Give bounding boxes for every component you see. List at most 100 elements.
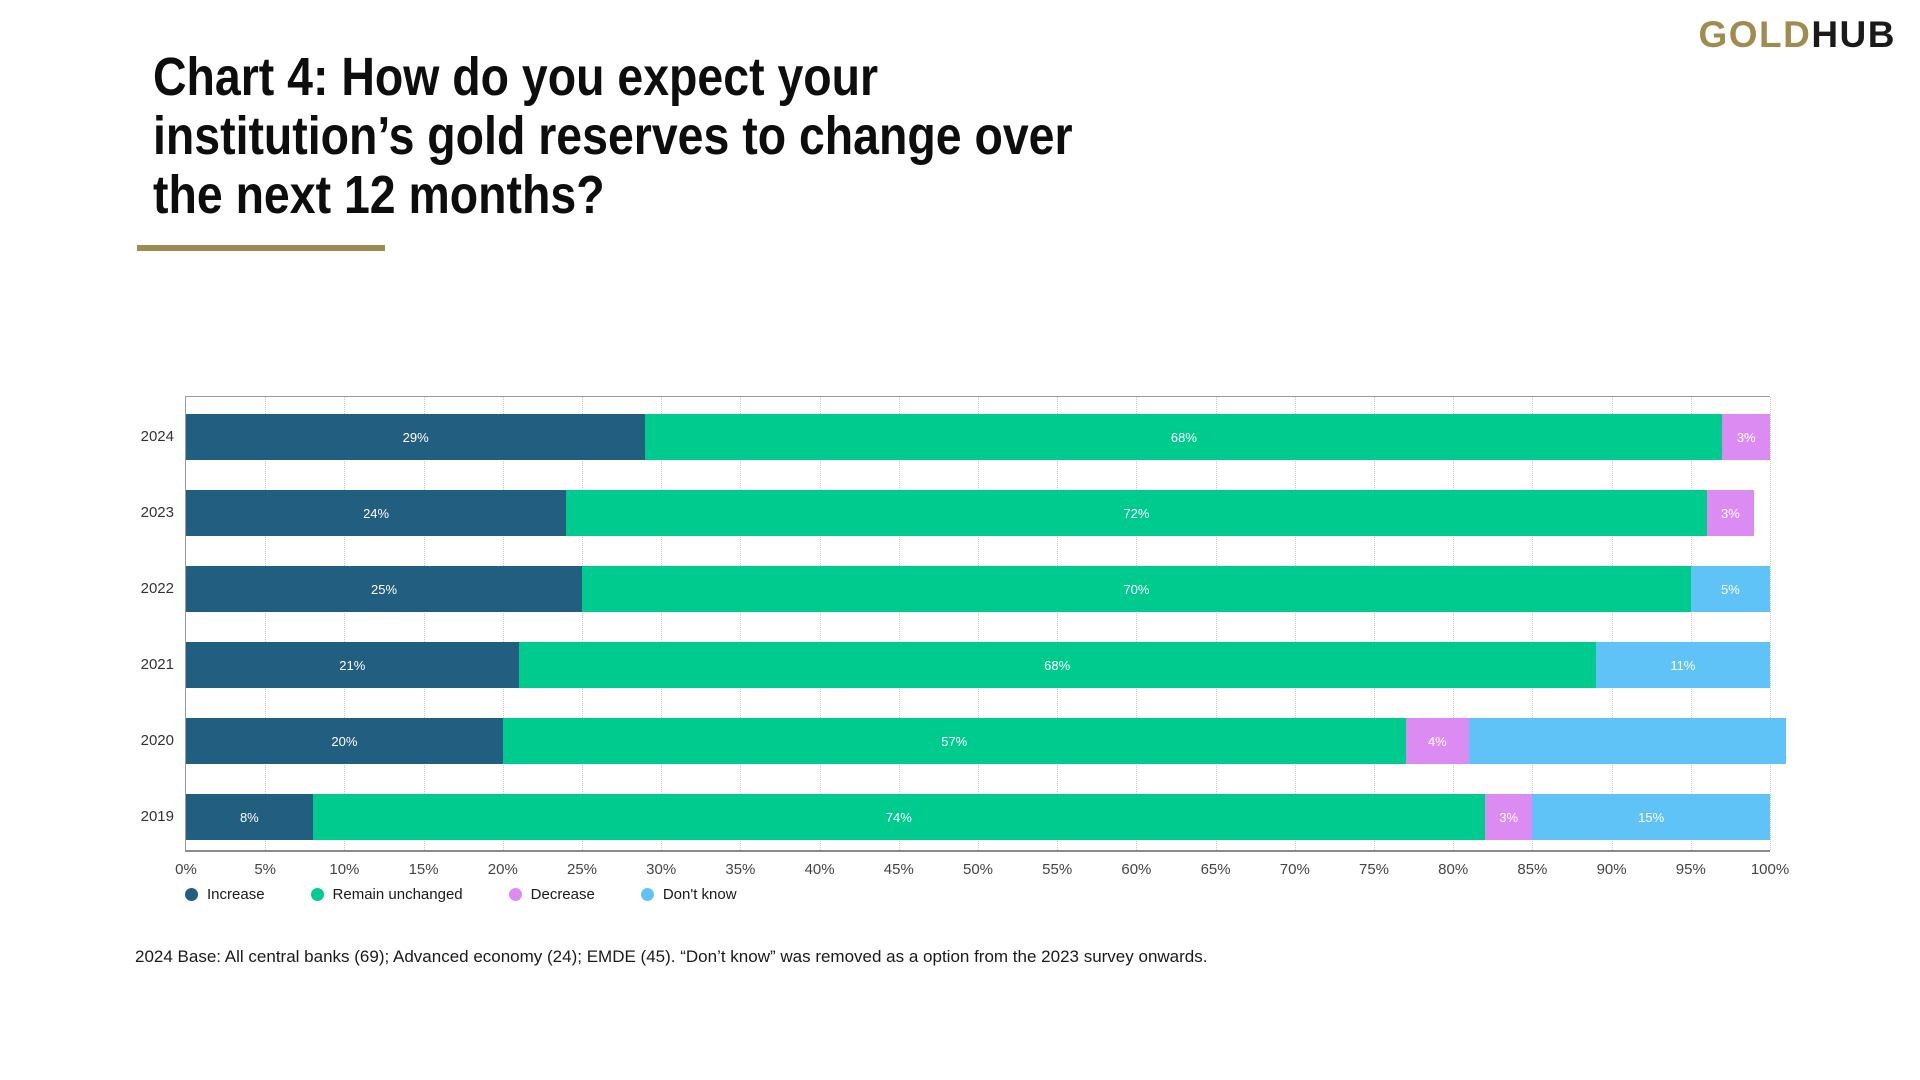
x-axis-tick: 90% (1596, 861, 1627, 878)
x-axis-tick: 35% (725, 861, 756, 878)
bar-segment-remain-unchanged[interactable]: 68% (645, 414, 1723, 460)
x-axis-tick: 5% (254, 861, 277, 878)
gridline (740, 397, 742, 850)
bar-segment-don-t-know[interactable]: 11% (1595, 642, 1770, 688)
x-axis-tick: 80% (1438, 861, 1469, 878)
bar-segment-increase[interactable]: 25% (186, 566, 582, 612)
gridline (344, 397, 346, 850)
legend-label: Increase (207, 886, 265, 903)
bar-value-label: 68% (1044, 657, 1071, 673)
bar-row-2024: 2024 29% 68% 3% (141, 414, 1770, 460)
goldhub-logo-gold: GOLD (1698, 14, 1812, 55)
x-axis-tick: 70% (1279, 861, 1310, 878)
bar-value-label: 25% (370, 581, 398, 597)
gridline (1453, 397, 1455, 850)
goldhub-logo-hub: HUB (1811, 14, 1896, 55)
chart-title: Chart 4: How do you expect your institut… (153, 47, 1073, 225)
x-axis-tick: 15% (408, 861, 439, 878)
y-axis-label-2024: 2024 (140, 428, 174, 445)
legend-item-don-t-know[interactable]: Don't know (640, 886, 737, 903)
bar-segment-increase[interactable]: 8% (186, 794, 313, 840)
bar-value-label: 11% (1670, 657, 1696, 673)
x-axis-tick: 0% (175, 861, 197, 878)
chart-footnote: 2024 Base: All central banks (69); Advan… (135, 947, 1208, 966)
title-underline (137, 245, 385, 251)
gridline (423, 397, 425, 850)
y-axis-label-2021: 2021 (140, 656, 174, 673)
legend-item-remain-unchanged[interactable]: Remain unchanged (310, 886, 463, 903)
x-axis-tick: 50% (962, 861, 994, 878)
bar-value-label: 68% (1170, 429, 1197, 445)
legend-dot-icon (640, 888, 654, 901)
bar-value-label: 4% (1427, 733, 1447, 749)
bar-segment-remain-unchanged[interactable]: 72% (566, 490, 1707, 536)
gridline (978, 397, 979, 850)
x-axis-tick: 55% (1042, 861, 1073, 878)
bar-value-label: 57% (941, 733, 968, 749)
legend-dot-icon (508, 888, 522, 901)
bar-row-2019: 2019 8% 74% 3% 15% (141, 794, 1770, 840)
bar-value-label: 3% (1720, 505, 1740, 521)
bar-segment-decrease[interactable]: 4% (1405, 718, 1470, 764)
bar-segment-remain-unchanged[interactable]: 74% (312, 794, 1485, 840)
bar-segment-increase[interactable]: 29% (186, 414, 646, 460)
gridline (898, 397, 900, 850)
gridline (1374, 397, 1375, 850)
chart-title-line-1: Chart 4: How do you expect your (153, 47, 879, 107)
bar-value-label: 5% (1720, 581, 1740, 597)
bar-segment-decrease[interactable]: 3% (1706, 490, 1755, 536)
gridline (1294, 397, 1296, 850)
x-axis-tick: 85% (1517, 861, 1548, 878)
gridline (819, 397, 821, 850)
x-axis-tick: 30% (646, 861, 677, 878)
x-axis-tick: 45% (883, 861, 914, 878)
gridline (1690, 397, 1692, 850)
bar-segment-increase[interactable]: 24% (186, 490, 567, 536)
x-axis-tick: 65% (1200, 861, 1231, 878)
gridline (1770, 397, 1771, 850)
y-axis-label-2023: 2023 (140, 504, 174, 521)
bar-value-label: 70% (1123, 581, 1150, 597)
bar-segment-decrease[interactable]: 3% (1722, 414, 1770, 460)
x-axis-tick: 60% (1121, 861, 1152, 878)
bar-segment-remain-unchanged[interactable]: 57% (502, 718, 1406, 764)
bar-row-2021: 2021 21% 68% 11% (141, 642, 1770, 688)
bar-segment-increase[interactable]: 20% (186, 718, 503, 764)
bar-segment-increase[interactable]: 21% (186, 642, 519, 688)
bar-segment-decrease[interactable]: 3% (1484, 794, 1533, 840)
x-axis-tick: 100% (1750, 861, 1790, 878)
x-axis-tick: 75% (1358, 861, 1390, 878)
gridline (1611, 397, 1613, 850)
stacked-bar-chart-plot-area: 2024 29% 68% 3% 2023 24% 72% 3% 2022 25% 70% 5% 2021… (141, 396, 1789, 878)
legend-item-decrease[interactable]: Decrease (508, 886, 595, 903)
bar-segment-remain-unchanged[interactable]: 70% (582, 566, 1691, 612)
bar-value-label: 3% (1736, 429, 1756, 445)
bar-value-label: 21% (339, 657, 366, 673)
y-axis-label-2019: 2019 (140, 808, 174, 825)
bar-value-label: 20% (331, 733, 358, 749)
x-axis-tick: 25% (566, 861, 598, 878)
bar-segment-don-t-know[interactable]: 5% (1690, 566, 1770, 612)
bar-row-2022: 2022 25% 70% 5% (141, 566, 1770, 612)
gridline (1532, 397, 1534, 850)
legend-dot-icon (185, 888, 198, 901)
chart-title-line-3: the next 12 months? (153, 165, 605, 225)
bar-segment-don-t-know[interactable] (1469, 718, 1786, 764)
bar-value-label: 29% (402, 429, 429, 445)
gridline (502, 397, 504, 850)
x-axis-tick: 20% (487, 861, 518, 878)
bar-value-label: 24% (363, 505, 390, 521)
legend-item-increase[interactable]: Increase (185, 886, 265, 903)
gridline (582, 397, 583, 850)
bar-value-label: 74% (885, 809, 912, 825)
gridline (661, 397, 663, 850)
bar-value-label: 3% (1499, 809, 1519, 825)
bar-segment-remain-unchanged[interactable]: 68% (518, 642, 1596, 688)
chart-title-line-2: institution’s gold reserves to change ov… (153, 106, 1073, 166)
gridline (1136, 397, 1138, 850)
y-axis-label-2022: 2022 (140, 580, 174, 597)
bar-segment-don-t-know[interactable]: 15% (1532, 794, 1770, 840)
bar-value-label: 15% (1638, 809, 1665, 825)
gridline (1057, 397, 1059, 850)
